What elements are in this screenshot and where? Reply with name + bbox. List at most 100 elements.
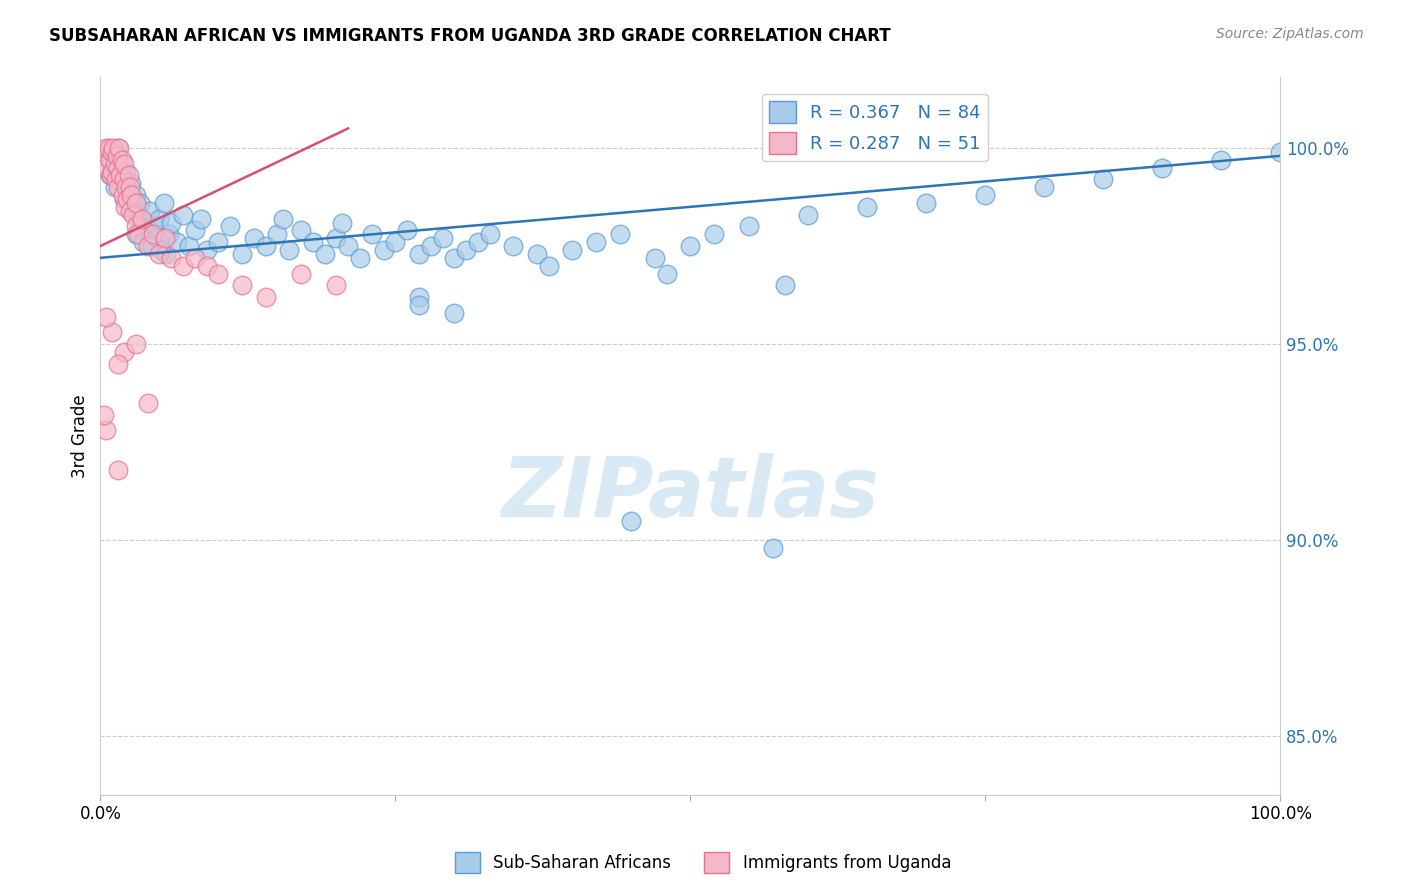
Point [118,169,141,183]
Point [1033,180,1056,194]
Point [408,247,430,261]
Point [125,195,148,210]
Point [96,310,118,324]
Point [644,251,666,265]
Point [177,239,200,253]
Point [101,161,124,175]
Point [129,195,152,210]
Point [219,219,242,234]
Point [537,259,560,273]
Point [166,235,188,249]
Point [184,223,207,237]
Point [103,180,125,194]
Point [107,161,129,175]
Point [96,161,118,175]
Text: SUBSAHARAN AFRICAN VS IMMIGRANTS FROM UGANDA 3RD GRADE CORRELATION CHART: SUBSAHARAN AFRICAN VS IMMIGRANTS FROM UG… [49,27,891,45]
Point [266,227,288,242]
Legend: R = 0.367   N = 84, R = 0.287   N = 51: R = 0.367 N = 84, R = 0.287 N = 51 [762,94,988,161]
Point [301,235,323,249]
Point [172,208,194,222]
Point [110,153,132,167]
Point [396,223,419,237]
Text: ZIPatlas: ZIPatlas [502,453,879,534]
Point [103,157,125,171]
Point [112,345,135,359]
Point [112,192,135,206]
Point [155,231,177,245]
Point [96,141,118,155]
Point [136,396,159,410]
Point [93,408,115,422]
Point [110,169,132,183]
Point [142,227,165,242]
Point [432,231,454,245]
Point [408,298,430,312]
Legend: Sub-Saharan Africans, Immigrants from Uganda: Sub-Saharan Africans, Immigrants from Ug… [449,846,957,880]
Point [120,188,142,202]
Point [254,239,277,253]
Point [408,290,430,304]
Point [1152,161,1174,175]
Point [502,239,524,253]
Point [98,153,121,167]
Point [974,188,997,202]
Point [117,192,139,206]
Point [136,239,159,253]
Point [703,227,725,242]
Point [655,267,678,281]
Point [108,141,131,155]
Text: Source: ZipAtlas.com: Source: ZipAtlas.com [1216,27,1364,41]
Point [195,243,218,257]
Point [325,278,347,293]
Point [325,231,347,245]
Point [160,251,183,265]
Point [100,169,122,183]
Point [107,180,129,194]
Point [155,247,177,261]
Point [360,227,382,242]
Point [141,239,163,253]
Point [797,208,820,222]
Point [384,235,406,249]
Point [190,211,212,226]
Point [132,235,155,249]
Point [101,145,124,159]
Point [443,306,465,320]
Point [112,157,135,171]
Point [290,267,312,281]
Point [915,195,938,210]
Point [143,219,166,234]
Point [139,203,162,218]
Point [195,259,218,273]
Point [148,247,170,261]
Point [146,231,169,245]
Point [231,247,253,261]
Point [585,235,607,249]
Point [373,243,395,257]
Point [104,172,127,186]
Point [111,188,134,202]
Point [107,462,129,476]
Point [1270,145,1292,159]
Point [467,235,489,249]
Point [105,149,128,163]
Point [856,200,879,214]
Point [314,247,336,261]
Point [456,243,478,257]
Point [103,141,125,155]
Point [207,267,229,281]
Point [419,239,441,253]
Point [120,177,142,191]
Point [290,223,312,237]
Point [231,278,253,293]
Point [122,208,145,222]
Point [153,195,176,210]
Point [101,326,124,340]
Point [349,251,371,265]
Point [330,215,353,229]
Point [105,149,128,163]
Point [125,337,148,351]
Y-axis label: 3rd Grade: 3rd Grade [72,394,89,478]
Point [115,180,138,194]
Point [160,215,183,229]
